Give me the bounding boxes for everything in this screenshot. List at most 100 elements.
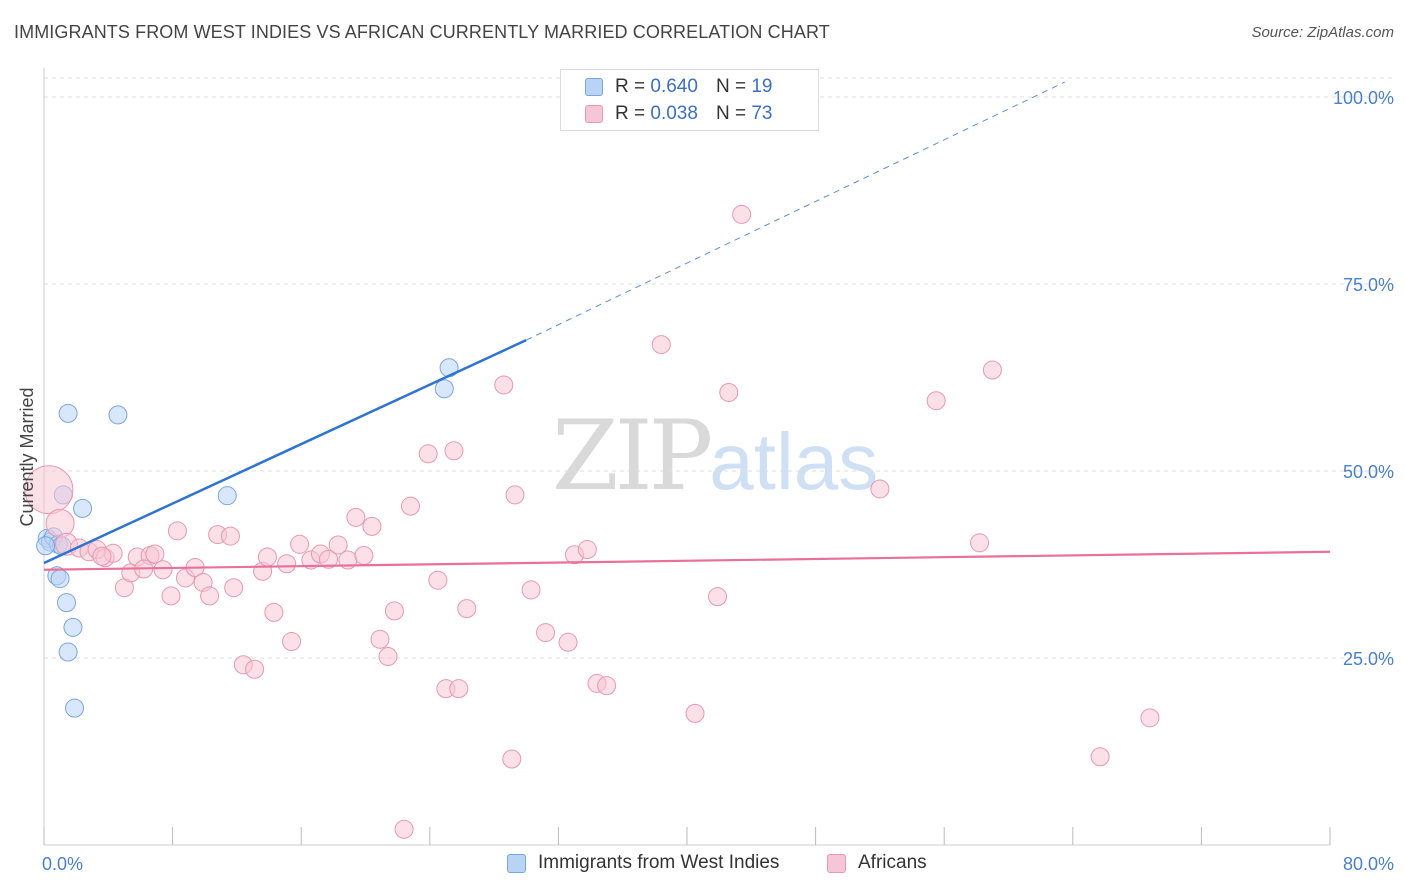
label-layer: 25.0% 50.0% 75.0% 100.0% 0.0% 80.0% Currently …	[17, 88, 1394, 874]
trend-layer	[526, 81, 1065, 341]
legend-n-value: 73	[751, 103, 773, 124]
y-tick-label: 50.0%	[1343, 462, 1394, 482]
series-legend-west-indies: Immigrants from West Indies	[507, 852, 779, 874]
point-africans	[362, 516, 382, 536]
y-axis-title: Currently Married	[17, 387, 37, 526]
point-west-indies	[63, 617, 83, 637]
point-africans	[346, 507, 366, 527]
point-africans	[418, 444, 438, 464]
point-africans	[401, 496, 421, 516]
point-africans	[245, 659, 265, 679]
point-africans	[651, 335, 671, 355]
point-africans	[200, 586, 220, 606]
point-west-indies	[108, 405, 128, 425]
trend-line-africans	[43, 550, 1331, 571]
point-africans	[370, 629, 390, 649]
point-africans	[926, 391, 946, 411]
watermark: ZIPatlas	[552, 400, 878, 512]
point-africans	[24, 465, 74, 515]
point-africans	[145, 544, 165, 564]
point-west-indies	[434, 379, 454, 399]
point-africans	[319, 549, 339, 569]
legend-r-value: 0.038	[650, 103, 698, 124]
trend-line-west-indies-extension	[526, 81, 1065, 341]
point-africans	[444, 441, 464, 461]
point-west-indies	[217, 486, 237, 506]
point-africans	[45, 508, 75, 538]
point-africans	[732, 204, 752, 224]
point-africans	[708, 587, 728, 607]
point-africans	[536, 623, 556, 643]
point-africans	[1140, 708, 1160, 728]
point-africans	[394, 819, 414, 839]
point-africans	[220, 526, 240, 546]
point-africans	[277, 554, 297, 574]
x-tick-label: 80.0%	[1343, 854, 1394, 874]
point-africans	[378, 647, 398, 667]
point-africans	[449, 679, 469, 699]
point-west-indies	[73, 498, 93, 518]
legend-n-value: 19	[751, 76, 773, 97]
point-africans	[282, 632, 302, 652]
legend-row-africans: R = 0.038 N = 73	[585, 102, 772, 126]
point-africans	[970, 533, 990, 553]
point-africans	[494, 375, 514, 395]
legend-r-value: 0.640	[650, 76, 698, 97]
legend-r-label: R =	[615, 76, 646, 97]
legend-row-west-indies: R = 0.640 N = 19	[585, 75, 772, 99]
point-africans	[153, 560, 173, 580]
series-swatch-pink	[827, 853, 846, 873]
legend-r-label: R =	[615, 103, 646, 124]
trend-line-west-indies	[43, 338, 527, 565]
point-africans	[870, 479, 890, 499]
series-legend-label: Africans	[858, 852, 927, 873]
series-legend-africans: Africans	[827, 852, 927, 874]
y-tick-label: 25.0%	[1343, 649, 1394, 669]
point-africans	[264, 602, 284, 622]
point-africans	[1090, 747, 1110, 767]
point-africans	[290, 534, 310, 554]
watermark-zip: ZIP	[552, 400, 713, 512]
chart-title: IMMIGRANTS FROM WEST INDIES VS AFRICAN C…	[14, 22, 830, 42]
correlation-legend: R = 0.640 N = 19 R = 0.038 N = 73	[560, 69, 819, 131]
axis-layer	[43, 68, 1331, 846]
point-africans	[328, 535, 348, 555]
point-africans	[505, 485, 525, 505]
point-west-indies	[57, 593, 77, 613]
point-africans	[384, 601, 404, 621]
point-africans	[597, 676, 617, 696]
point-africans	[719, 382, 739, 402]
watermark-atlas: atlas	[709, 417, 879, 506]
point-africans	[502, 749, 522, 769]
legend-n-label: N =	[715, 103, 747, 124]
series-legend: Immigrants from West Indies Africans	[0, 852, 1406, 878]
grid-layer	[44, 77, 1394, 659]
point-africans	[521, 580, 541, 600]
point-west-indies	[58, 403, 78, 423]
y-tick-label: 75.0%	[1343, 275, 1394, 295]
point-africans	[92, 546, 112, 566]
point-africans	[428, 570, 448, 590]
legend-swatch-blue	[585, 78, 603, 96]
point-africans	[982, 360, 1002, 380]
point-west-indies	[58, 642, 78, 662]
point-west-indies	[65, 698, 85, 718]
point-africans	[224, 578, 244, 598]
point-africans	[558, 632, 578, 652]
point-west-indies	[50, 569, 70, 589]
legend-n-label: N =	[715, 76, 747, 97]
point-africans	[167, 521, 187, 541]
point-africans	[457, 599, 477, 619]
source-label: Source: ZipAtlas.com	[1251, 24, 1394, 41]
point-africans	[161, 586, 181, 606]
series-swatch-blue	[507, 853, 526, 873]
y-tick-label: 100.0%	[1333, 88, 1394, 108]
point-layer	[24, 204, 1331, 839]
point-africans	[577, 540, 597, 560]
legend-swatch-pink	[585, 105, 603, 123]
point-africans	[685, 703, 705, 723]
point-africans	[354, 546, 374, 566]
x-tick-label: 0.0%	[42, 854, 83, 874]
point-west-indies	[36, 536, 56, 556]
